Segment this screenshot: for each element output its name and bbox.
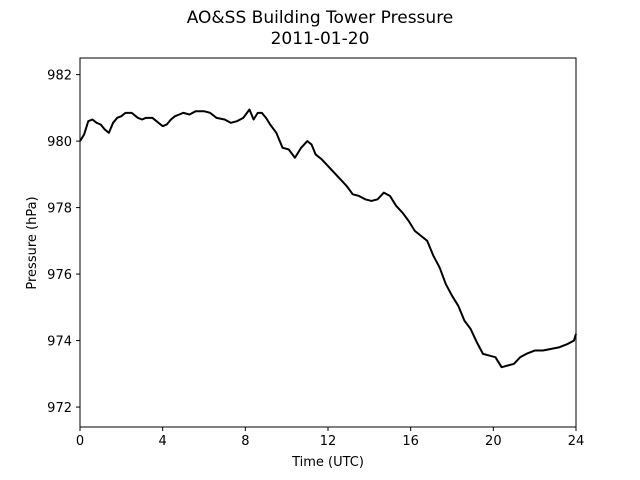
y-tick-label: 980	[47, 135, 72, 150]
series-line-0	[79, 108, 577, 369]
x-tick-label: 16	[402, 434, 419, 449]
y-tick-label: 972	[47, 401, 72, 416]
y-tick-label: 982	[47, 69, 72, 84]
x-tick-label: 0	[76, 434, 84, 449]
x-tick-label: 8	[241, 434, 249, 449]
y-tick-label: 974	[47, 335, 72, 350]
y-tick-label: 976	[47, 268, 72, 283]
chart-title: AO&SS Building Tower Pressure	[186, 8, 454, 28]
chart-subtitle: 2011-01-20	[270, 29, 370, 49]
y-tick-label: 978	[47, 202, 72, 217]
x-tick-label: 20	[485, 434, 502, 449]
x-tick-label: 4	[159, 434, 167, 449]
x-axis-label: Time (UTC)	[291, 455, 364, 470]
axis-ticks: 0 4 8 12 16 20 24 972 974 976 978 980 982	[47, 69, 584, 449]
plot-area	[79, 108, 577, 369]
y-axis-label: Pressure (hPa)	[25, 196, 40, 289]
axes-frame	[79, 57, 577, 428]
x-tick-label: 24	[568, 434, 585, 449]
x-tick-label: 12	[320, 434, 337, 449]
